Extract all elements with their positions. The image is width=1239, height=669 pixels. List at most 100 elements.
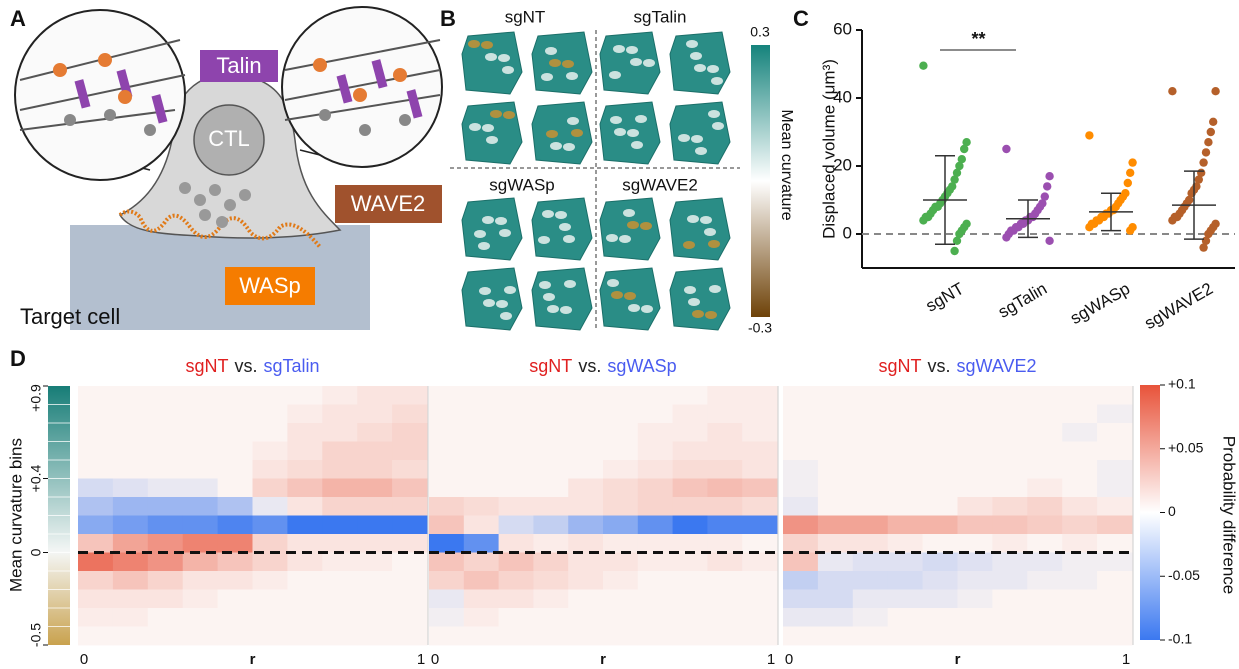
heatmap-cell [183, 571, 218, 590]
heatmap-cell [783, 534, 818, 553]
curvature-spot [571, 129, 583, 137]
heatmap-cell [357, 534, 392, 553]
heatmap-cell [603, 442, 638, 461]
heatmap-cell [78, 386, 113, 405]
curvature-spot [550, 142, 562, 150]
heatmap-cell [322, 571, 357, 590]
heatmap-cell [533, 534, 568, 553]
heatmap-cell [742, 479, 777, 498]
surface-map [670, 198, 730, 260]
heatmap-cell [1027, 553, 1062, 572]
x-tick-label: 1 [1122, 651, 1130, 668]
heatmap-cell [992, 497, 1027, 516]
heatmap-cell [1027, 405, 1062, 424]
heatmap-cell [603, 627, 638, 646]
heatmap-cell [183, 405, 218, 424]
heatmap-cell [888, 386, 923, 405]
heatmap-cell [148, 423, 183, 442]
data-point [1168, 216, 1176, 224]
heatmap-cell [742, 516, 777, 535]
heatmap-cell [218, 423, 253, 442]
heatmap-cell [1097, 627, 1132, 646]
heatmap-cell [148, 516, 183, 535]
heatmap-cell [783, 386, 818, 405]
heatmap-cell [429, 516, 464, 535]
data-point [1204, 138, 1212, 146]
y-axis-label: Displaced volume (μm³) [819, 59, 838, 239]
heatmap-cell [287, 608, 322, 627]
heatmap-cell [992, 627, 1027, 646]
y-tick-label: -0.5 [28, 623, 44, 647]
heatmap-cell [673, 405, 708, 424]
curvature-spot [624, 292, 636, 300]
heatmap-cell [533, 553, 568, 572]
heatmap-cell [992, 460, 1027, 479]
heatmap-cell [322, 516, 357, 535]
heatmap-cell [673, 590, 708, 609]
heatmap-cell [392, 497, 427, 516]
heatmap-cell [923, 460, 958, 479]
curvature-spot [555, 211, 567, 219]
heatmap-cell [568, 423, 603, 442]
colorbar-tick-label: +0.1 [1168, 376, 1196, 392]
heatmap-cell [853, 534, 888, 553]
heatmap-cell [287, 460, 322, 479]
heatmap-cell [78, 497, 113, 516]
heatmap-cell [673, 423, 708, 442]
heatmap-cell [287, 627, 322, 646]
heatmap-cell [638, 386, 673, 405]
data-point [1126, 226, 1134, 234]
heatmap-cell [429, 386, 464, 405]
heatmap-cell [113, 553, 148, 572]
heatmap-cell [992, 553, 1027, 572]
heatmap-cell [603, 460, 638, 479]
heatmap-cell [78, 608, 113, 627]
curvature-spot [692, 310, 704, 318]
heatmap-cell [392, 627, 427, 646]
heatmap-cell [218, 590, 253, 609]
data-point [1045, 237, 1053, 245]
heatmap-cell [429, 571, 464, 590]
data-point [1085, 223, 1093, 231]
curvature-spot [695, 147, 707, 155]
heatmap-cell [253, 553, 288, 572]
curvature-spot [567, 117, 579, 125]
heatmap-cell [392, 608, 427, 627]
heatmap-cell [287, 442, 322, 461]
curvature-spot [691, 135, 703, 143]
heatmap-cell [742, 386, 777, 405]
heatmap-cell [183, 497, 218, 516]
curvature-spot [560, 306, 572, 314]
heatmap-cell [673, 442, 708, 461]
heatmap-cell [218, 534, 253, 553]
heatmap-cell [818, 405, 853, 424]
heatmap-cell [218, 460, 253, 479]
heatmap-cell [742, 534, 777, 553]
heatmap-cell [923, 590, 958, 609]
heatmap-cell [888, 590, 923, 609]
curvature-spot [485, 53, 497, 61]
heatmap-cell [499, 608, 534, 627]
heatmap-cell [958, 590, 993, 609]
heatmap-cell [429, 497, 464, 516]
curvature-spot [482, 124, 494, 132]
title-part: vs. [234, 356, 257, 376]
heatmap-cell [499, 442, 534, 461]
heatmap-cell [888, 534, 923, 553]
heatmap-cell [992, 442, 1027, 461]
heatmap-cell [1097, 479, 1132, 498]
heatmap-cell [638, 553, 673, 572]
heatmap-cell [148, 405, 183, 424]
heatmap-cell [1062, 442, 1097, 461]
heatmap-cell [818, 627, 853, 646]
heatmap-cell [148, 590, 183, 609]
heatmap-cell [783, 571, 818, 590]
heatmap-cell [464, 553, 499, 572]
heatmap-cell [638, 608, 673, 627]
heatmap-cell [533, 442, 568, 461]
heatmap-cell [603, 497, 638, 516]
heatmap-cell [218, 479, 253, 498]
heatmap-cell [148, 497, 183, 516]
heatmap-cell [742, 590, 777, 609]
colorbar-label: 0.3 [750, 24, 770, 40]
